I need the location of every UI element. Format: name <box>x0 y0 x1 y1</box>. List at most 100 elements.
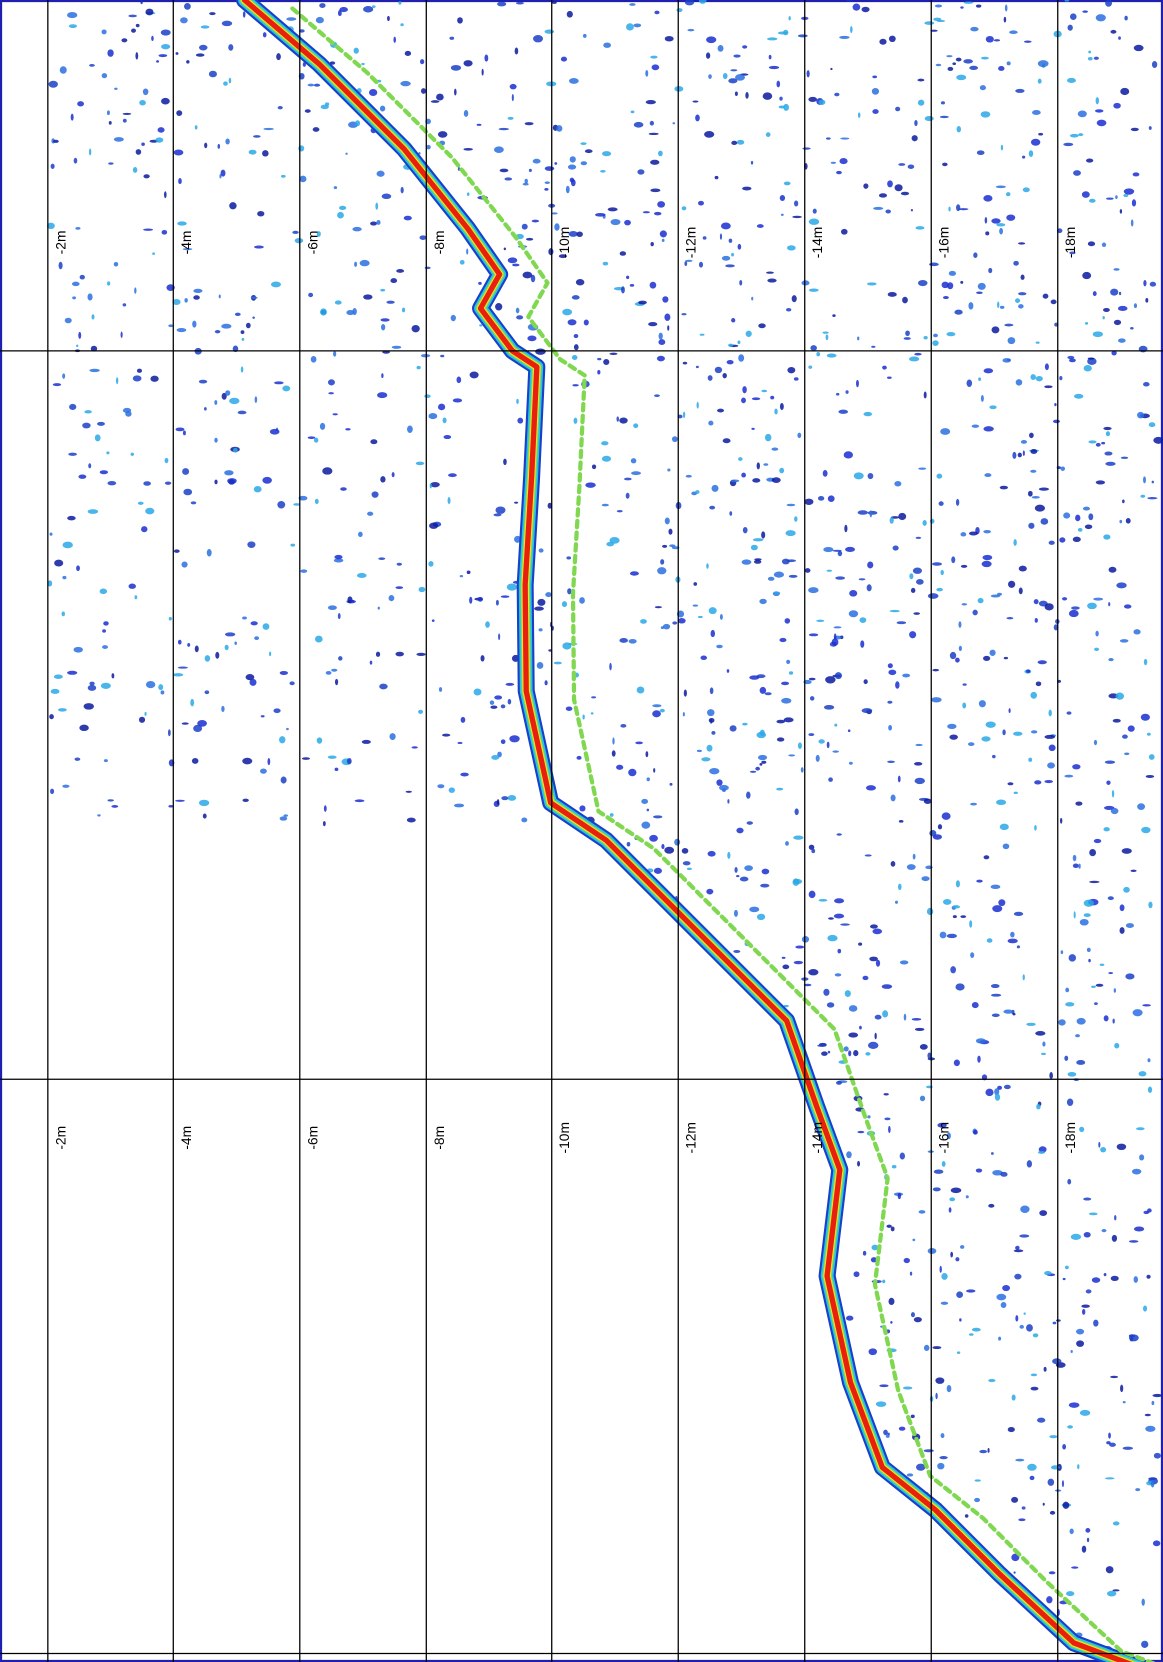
speckle <box>754 558 762 561</box>
speckle <box>788 671 794 675</box>
speckle <box>888 1125 891 1134</box>
speckle <box>1125 923 1134 928</box>
speckle <box>873 206 884 210</box>
speckle <box>806 70 810 78</box>
speckle <box>562 642 572 650</box>
speckle <box>611 750 616 757</box>
speckle <box>524 178 528 184</box>
speckle <box>804 568 811 573</box>
speckle <box>1077 1464 1080 1470</box>
speckle <box>1123 188 1135 195</box>
speckle <box>1102 316 1105 320</box>
speckle <box>369 660 373 665</box>
speckle <box>325 670 332 675</box>
speckle <box>1083 365 1092 372</box>
speckle <box>1112 1589 1120 1592</box>
depth-label: -4m <box>178 231 194 255</box>
speckle <box>844 524 848 533</box>
speckle <box>779 637 787 643</box>
speckle <box>601 441 609 446</box>
speckle <box>176 110 183 117</box>
speckle <box>794 808 799 816</box>
speckle <box>1052 1321 1057 1325</box>
speckle <box>872 75 878 79</box>
speckle <box>826 741 830 749</box>
speckle <box>940 428 951 435</box>
speckle <box>466 570 471 575</box>
speckle <box>507 795 517 801</box>
speckle <box>742 526 748 534</box>
speckle <box>1113 319 1122 326</box>
speckle <box>898 163 906 166</box>
speckle <box>582 33 587 38</box>
speckle <box>887 376 892 379</box>
speckle <box>1106 1590 1117 1597</box>
speckle <box>221 20 233 27</box>
speckle <box>661 843 665 850</box>
speckle <box>977 1055 981 1063</box>
speckle <box>1086 1537 1090 1543</box>
speckle <box>1105 431 1111 437</box>
speckle <box>1049 1510 1056 1515</box>
depth-label: -12m <box>683 1122 699 1153</box>
speckle <box>591 696 597 699</box>
speckle <box>1093 739 1098 746</box>
speckle <box>1118 338 1126 343</box>
speckle <box>380 476 386 483</box>
speckle <box>1064 1055 1069 1061</box>
speckle <box>1088 958 1091 963</box>
speckle <box>969 920 973 928</box>
speckle <box>939 1456 948 1460</box>
speckle <box>912 853 916 860</box>
speckle <box>505 682 515 686</box>
bottom-echo <box>236 0 1156 1662</box>
speckle <box>722 373 727 379</box>
speckle <box>387 15 390 22</box>
speckle <box>936 473 943 479</box>
speckle <box>1103 827 1110 832</box>
speckle <box>363 294 373 300</box>
speckle <box>808 890 816 899</box>
speckle <box>361 62 365 66</box>
speckle <box>88 148 92 156</box>
speckle <box>168 804 174 808</box>
speckle <box>988 1203 995 1208</box>
speckle <box>1073 911 1076 919</box>
speckle <box>1019 1234 1030 1238</box>
speckle <box>619 251 627 256</box>
speckle <box>1081 191 1090 198</box>
speckle <box>431 619 435 622</box>
speckle <box>888 669 897 676</box>
speckle <box>155 137 164 143</box>
speckle <box>370 439 378 445</box>
speckle <box>914 352 922 356</box>
speckle <box>1130 127 1139 132</box>
speckle <box>956 126 962 133</box>
speckle <box>840 137 850 140</box>
speckle <box>1124 752 1130 756</box>
speckle <box>784 618 791 624</box>
speckle <box>996 1293 1007 1301</box>
speckle <box>993 39 1001 42</box>
speckle <box>1015 298 1021 303</box>
speckle <box>626 275 630 280</box>
speckle <box>184 2 191 10</box>
speckle <box>1004 4 1008 12</box>
depth-label: -18m <box>1062 227 1078 258</box>
speckle <box>997 1085 1003 1090</box>
speckle <box>498 633 501 641</box>
speckle <box>1060 466 1065 471</box>
speckle <box>898 512 907 521</box>
speckle <box>834 92 840 97</box>
speckle <box>1119 927 1125 934</box>
speckle <box>825 334 829 341</box>
speckle <box>269 428 280 435</box>
speckle <box>1003 1084 1011 1090</box>
speckle <box>173 149 184 156</box>
speckle <box>400 186 404 194</box>
speckle <box>701 757 711 762</box>
speckle <box>783 29 789 36</box>
speckle <box>955 57 962 62</box>
speckle <box>924 116 934 122</box>
speckle <box>1073 170 1081 176</box>
